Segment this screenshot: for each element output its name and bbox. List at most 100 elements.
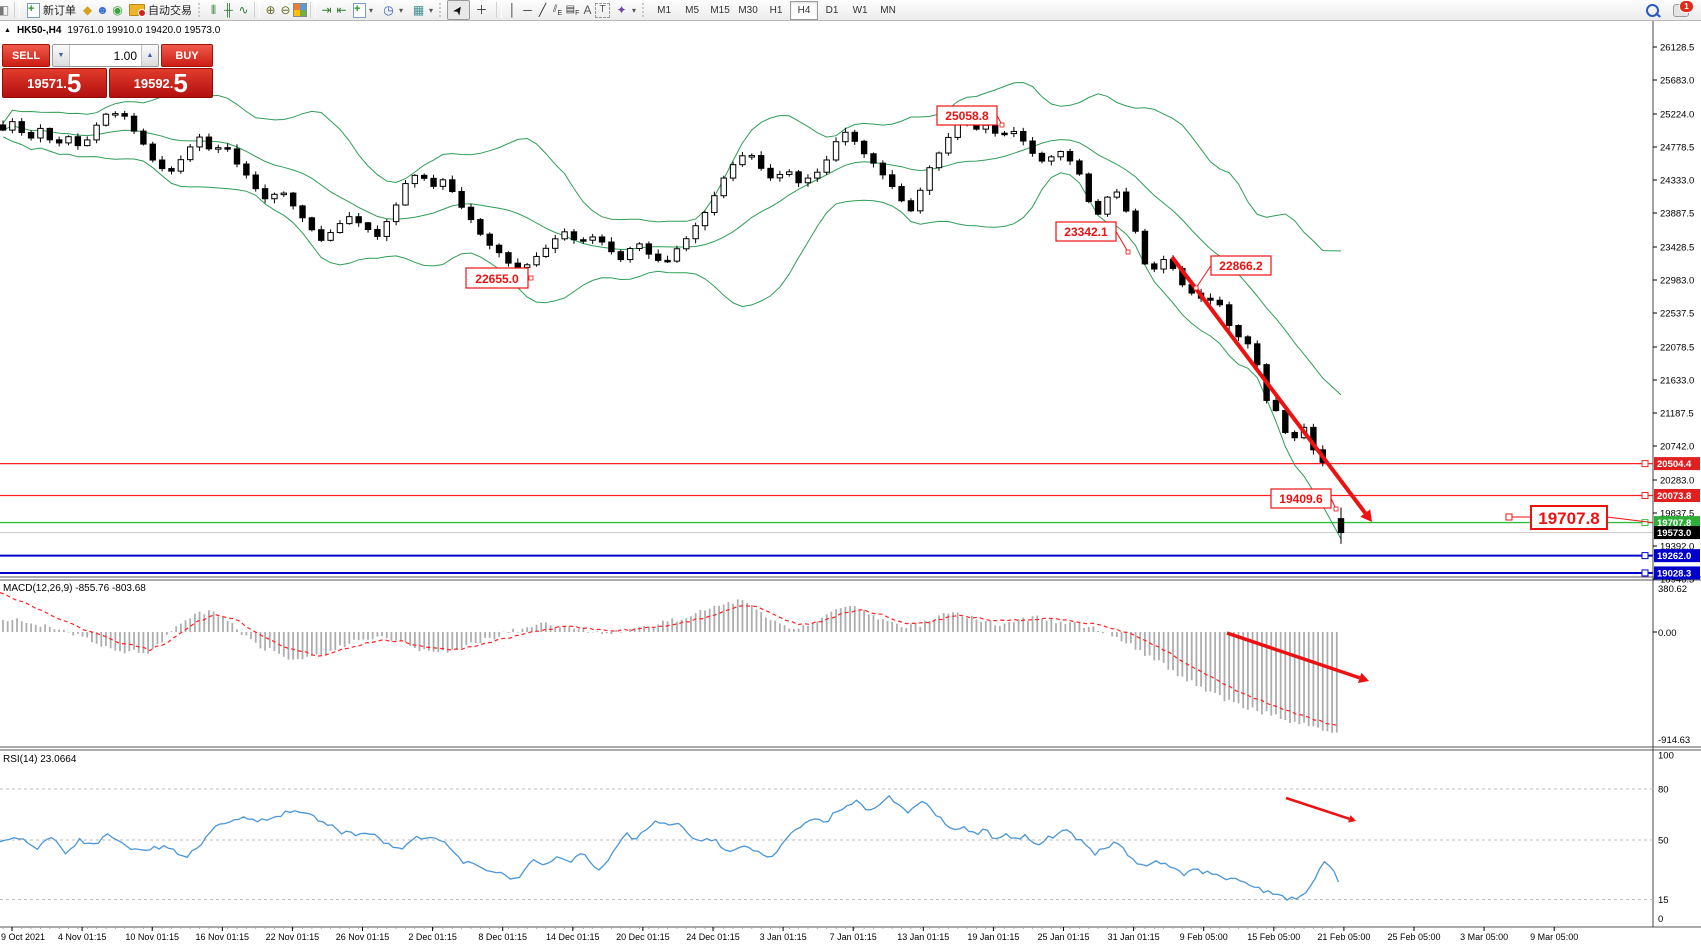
symbol-ohlc-values: 19761.0 19910.0 19420.0 19573.0	[67, 25, 221, 36]
quick-trade-icon[interactable]: ◆	[82, 2, 93, 17]
signals-icon[interactable]: ◉	[112, 2, 123, 17]
time-tick-label: 26 Nov 01:15	[336, 932, 390, 942]
candle-body	[289, 192, 297, 207]
candle-body	[879, 162, 887, 176]
tab-timeframe-h1[interactable]: H1	[769, 4, 783, 16]
sell-price[interactable]: 19571. 5	[2, 68, 107, 98]
price-callout[interactable]: 22866.2	[1193, 255, 1272, 291]
price-callout[interactable]: 19409.6	[1270, 488, 1339, 512]
buy-price[interactable]: 19592. 5	[108, 68, 213, 98]
vertical-line-icon[interactable]: │	[508, 2, 517, 17]
candle-body	[1094, 200, 1102, 215]
line-handle[interactable]	[1641, 460, 1649, 468]
symbol-ohlc-line: ▲ HK50-,H4 19761.0 19910.0 19420.0 19573…	[4, 25, 220, 36]
candle-body	[823, 159, 830, 173]
auto-scroll-icon[interactable]: ⇥	[321, 2, 332, 17]
volume-input[interactable]: 1.00	[113, 48, 137, 63]
tab-timeframe-w1[interactable]: W1	[852, 4, 868, 16]
volume-stepper[interactable]: ▼ 1.00 ▲	[52, 44, 159, 67]
candlestick-icon[interactable]: ╫	[224, 2, 233, 17]
tab-timeframe-m1[interactable]: M1	[657, 4, 672, 16]
tab-timeframe-d1[interactable]: D1	[825, 4, 839, 16]
zoom-out-icon[interactable]: ⊖	[280, 2, 291, 17]
time-tick-label: 8 Dec 01:15	[478, 932, 527, 942]
trend-arrow-macd[interactable]	[1226, 631, 1369, 683]
arrows-dropdown-icon: ✦	[616, 2, 627, 17]
text-label-icon[interactable]: T	[595, 2, 611, 18]
price-marker-text: 20504.4	[1657, 459, 1692, 470]
time-axis[interactable]: 9 Oct 2021 4 Nov 01:15 10 Nov 01:15 16 Nov …	[1, 927, 1578, 942]
line-chart-icon[interactable]: ∿	[238, 2, 249, 17]
trend-arrow-main[interactable]	[1170, 255, 1372, 522]
price-tick-label: 21187.5	[1660, 409, 1694, 420]
candle-body	[486, 233, 493, 246]
candle-body	[626, 248, 634, 261]
candle-body	[421, 174, 428, 179]
candle-body	[1104, 196, 1111, 215]
line-handle[interactable]	[1641, 552, 1649, 560]
candle-body	[1244, 336, 1252, 345]
time-tick-label: 3 Mar 05:00	[1460, 932, 1508, 942]
buy-button[interactable]: BUY	[161, 44, 213, 67]
candle-body	[299, 205, 306, 219]
chat-icon[interactable]: 1	[1673, 0, 1694, 17]
sell-button[interactable]: SELL	[2, 44, 50, 67]
chart-icon[interactable]: ◧	[0, 2, 10, 17]
profiles-icon[interactable]: ☻	[96, 2, 109, 17]
indicators-dropdown[interactable]: + ▾	[349, 0, 377, 20]
volume-increase-button[interactable]: ▲	[141, 45, 158, 66]
new-order-button[interactable]: + 新订单	[23, 0, 80, 20]
candle-body	[1291, 431, 1298, 439]
auto-trading-button[interactable]: 自动交易	[125, 0, 196, 20]
rsi-scale-label: 80	[1658, 785, 1669, 796]
periods-dropdown[interactable]: ◷ ▾	[377, 0, 407, 20]
search-icon[interactable]	[1646, 3, 1659, 17]
price-tick-label: 19392.0	[1660, 542, 1694, 553]
templates-dropdown[interactable]: ▦ ▾	[412, 2, 434, 17]
candle-body	[673, 248, 681, 262]
callout-text: 23342.1	[1064, 225, 1108, 239]
price-callout[interactable]: 22655.0	[465, 267, 534, 289]
trendline-icon[interactable]: ╱	[538, 2, 547, 17]
rsi-scale-label: 15	[1658, 895, 1669, 906]
line-handle[interactable]	[1641, 491, 1649, 499]
candle-body	[1282, 410, 1289, 433]
fibonacci-icon[interactable]: ▤F	[565, 3, 580, 17]
bar-chart-icon[interactable]: ⫴	[210, 2, 217, 17]
arrows-dropdown[interactable]: ✦ ▾	[610, 0, 640, 20]
text-icon[interactable]: A	[583, 2, 592, 17]
crosshair-icon: ＋	[475, 2, 488, 17]
notification-badge: 1	[1679, 0, 1694, 13]
candle-body	[392, 204, 400, 223]
tab-timeframe-m15[interactable]: M15	[710, 4, 730, 16]
crosshair-tool[interactable]: ＋	[470, 0, 493, 20]
zoom-in-icon[interactable]: ⊕	[265, 2, 276, 17]
price-callout[interactable]: 25058.8	[936, 105, 1005, 128]
price-callout[interactable]: 23342.1	[1055, 221, 1131, 255]
line-handle[interactable]	[1641, 519, 1649, 527]
auto-trading-folder-icon	[129, 4, 146, 17]
time-tick-label: 7 Jan 01:15	[830, 932, 877, 942]
tab-timeframe-h4[interactable]: H4	[790, 0, 819, 20]
volume-decrease-button[interactable]: ▼	[53, 45, 70, 66]
candle-body	[1057, 150, 1064, 158]
equidistant-channel-icon[interactable]: ⫽E	[552, 3, 563, 17]
candle-body	[1029, 140, 1036, 154]
line-handle[interactable]	[1641, 569, 1649, 577]
trend-arrow-rsi[interactable]	[1285, 796, 1356, 823]
candle-body	[552, 238, 559, 249]
price-callout[interactable]: 19707.8	[1505, 505, 1654, 530]
candle-body	[215, 147, 222, 150]
chart-shift-icon[interactable]: ⇤	[336, 2, 347, 17]
rsi-scale-label: 100	[1658, 751, 1674, 762]
horizontal-line-icon[interactable]: ─	[523, 2, 532, 17]
candle-body	[9, 121, 16, 131]
price-tick-label: 22983.0	[1660, 276, 1694, 287]
candle-body	[870, 153, 877, 164]
tab-timeframe-m5[interactable]: M5	[685, 4, 700, 16]
tile-windows-icon[interactable]	[293, 3, 307, 17]
cursor-tool[interactable]: ➤	[447, 0, 471, 20]
tab-timeframe-mn[interactable]: MN	[880, 4, 896, 16]
horizontal-level-lines[interactable]	[0, 460, 1653, 577]
tab-timeframe-m30[interactable]: M30	[738, 4, 758, 16]
